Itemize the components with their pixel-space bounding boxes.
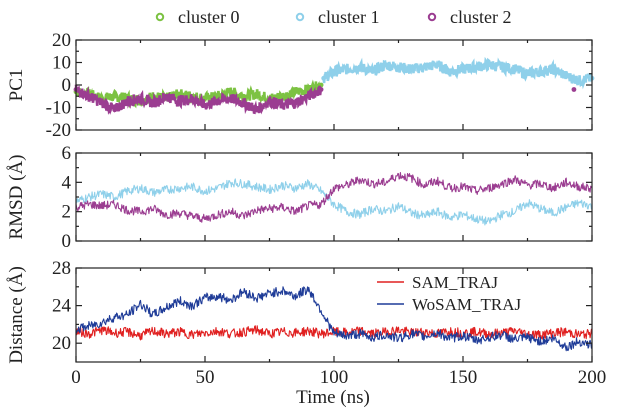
rmsd-ytick-label: 0 — [62, 231, 72, 252]
rmsd-series-2 — [75, 172, 593, 223]
pc1-y-axis-title: PC1 — [6, 69, 27, 102]
legend-marker-cluster-2 — [427, 12, 437, 22]
pc1-trace — [322, 56, 593, 90]
legend-label-cluster-0: cluster 0 — [178, 7, 239, 27]
pc1-ytick-label: 10 — [52, 53, 71, 74]
distance-line — [75, 286, 593, 352]
distance-series-2 — [75, 286, 593, 352]
pc1-ytick-label: -10 — [46, 98, 71, 119]
rmsd-panel: 6 4 2 0 RMSD (Å) — [6, 143, 593, 252]
pc1-ytick-label: 20 — [52, 30, 71, 51]
legend-marker-cluster-1 — [295, 12, 305, 22]
cluster-legend: cluster 0 cluster 1 cluster 2 — [155, 7, 511, 27]
rmsd-series-1 — [75, 178, 593, 226]
legend-label-SAM_TRAJ: SAM_TRAJ — [412, 273, 498, 292]
rmsd-ytick-label: 2 — [62, 202, 72, 223]
legend-label-cluster-2: cluster 2 — [450, 7, 511, 27]
rmsd-line — [75, 178, 593, 226]
distance-ytick-label: 24 — [52, 296, 72, 317]
pc1-series-3 — [73, 84, 577, 115]
rmsd-line — [75, 172, 593, 223]
rmsd-ytick-label: 4 — [62, 172, 72, 193]
pc1-ytick-label: -20 — [46, 120, 71, 141]
distance-xtick-label: 0 — [71, 367, 81, 388]
distance-panel: 28 24 200 50 100 150 200 Distance (Å) SAM_TRAJ Wo… — [6, 258, 606, 388]
rmsd-ytick-label: 6 — [62, 143, 72, 164]
distance-xtick-label: 150 — [449, 367, 478, 388]
legend-marker-cluster-0 — [155, 12, 165, 22]
pc1-point — [571, 87, 577, 92]
distance-frame — [75, 267, 593, 363]
distance-xtick-label: 50 — [196, 367, 215, 388]
x-axis-title: Time (ns) — [296, 387, 370, 408]
pc1-series-2 — [321, 56, 595, 90]
rmsd-frame — [75, 152, 593, 242]
distance-xtick-label: 200 — [578, 367, 607, 388]
pc1-trace — [74, 84, 322, 115]
legend-label-cluster-1: cluster 1 — [318, 7, 379, 27]
distance-y-axis-title: Distance (Å) — [6, 266, 27, 364]
distance-ytick-label: 28 — [52, 258, 71, 279]
distance-xtick-label: 100 — [320, 367, 349, 388]
rmsd-y-axis-title: RMSD (Å) — [6, 155, 27, 240]
pc1-frame — [75, 39, 593, 131]
distance-ytick-label: 20 — [52, 333, 71, 354]
legend-label-WoSAM_TRAJ: WoSAM_TRAJ — [412, 295, 522, 314]
pc1-ytick-label: 0 — [62, 75, 72, 96]
